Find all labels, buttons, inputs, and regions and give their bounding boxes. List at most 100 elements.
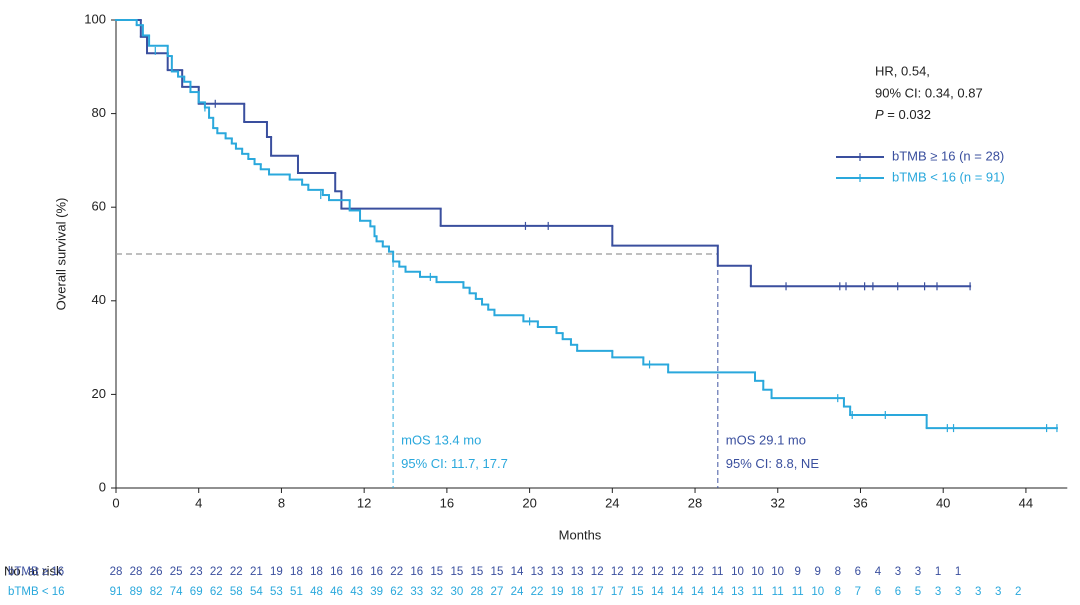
risk-count: 12 [591, 566, 604, 578]
x-tick-label: 20 [522, 495, 536, 510]
risk-count: 26 [150, 566, 163, 578]
risk-count: 53 [270, 586, 283, 598]
risk-count: 16 [370, 566, 383, 578]
y-tick-label: 60 [92, 199, 106, 214]
y-tick-label: 0 [99, 479, 106, 494]
risk-count: 16 [330, 566, 343, 578]
risk-count: 33 [410, 586, 423, 598]
risk-count: 14 [511, 566, 524, 578]
risk-count: 16 [410, 566, 423, 578]
x-tick-label: 36 [853, 495, 867, 510]
risk-count: 17 [591, 586, 604, 598]
risk-count: 22 [230, 566, 243, 578]
risk-count: 18 [290, 566, 303, 578]
risk-count: 12 [631, 566, 644, 578]
x-tick-label: 12 [357, 495, 371, 510]
risk-count: 43 [350, 586, 363, 598]
x-axis-label: Months [559, 527, 602, 542]
risk-count: 91 [110, 586, 123, 598]
risk-count: 30 [450, 586, 463, 598]
risk-count: 1 [935, 566, 941, 578]
risk-count: 39 [370, 586, 383, 598]
risk-count: 9 [815, 566, 821, 578]
risk-count: 14 [651, 586, 664, 598]
risk-count: 32 [430, 586, 443, 598]
x-tick-label: 28 [688, 495, 702, 510]
x-tick-label: 32 [771, 495, 785, 510]
risk-count: 27 [491, 586, 504, 598]
risk-count: 14 [691, 586, 704, 598]
risk-count: 13 [731, 586, 744, 598]
risk-count: 12 [691, 566, 704, 578]
risk-count: 8 [835, 586, 841, 598]
risk-count: 24 [511, 586, 524, 598]
risk-count: 89 [130, 586, 143, 598]
risk-count: 6 [855, 566, 861, 578]
y-tick-label: 20 [92, 386, 106, 401]
legend-label: bTMB < 16 (n = 91) [892, 169, 1005, 184]
risk-count: 15 [491, 566, 504, 578]
risk-count: 15 [450, 566, 463, 578]
risk-count: 74 [170, 586, 183, 598]
risk-count: 14 [671, 586, 684, 598]
risk-count: 54 [250, 586, 263, 598]
risk-count: 11 [752, 586, 764, 598]
x-tick-label: 40 [936, 495, 950, 510]
stat-text: 90% CI: 0.34, 0.87 [875, 85, 983, 100]
stat-text: HR, 0.54, [875, 63, 930, 78]
risk-count: 3 [995, 586, 1001, 598]
risk-title: No. at risk [4, 563, 63, 578]
x-tick-label: 16 [440, 495, 454, 510]
x-tick-label: 0 [112, 495, 119, 510]
risk-count: 3 [955, 586, 961, 598]
legend-label: bTMB ≥ 16 (n = 28) [892, 148, 1004, 163]
y-tick-label: 40 [92, 292, 106, 307]
risk-count: 19 [551, 586, 564, 598]
risk-count: 46 [330, 586, 343, 598]
risk-count: 7 [855, 586, 861, 598]
median-label: mOS 13.4 mo [401, 433, 481, 448]
risk-count: 10 [811, 586, 824, 598]
risk-count: 21 [250, 566, 263, 578]
risk-count: 28 [110, 566, 123, 578]
risk-count: 16 [350, 566, 363, 578]
median-ci: 95% CI: 8.8, NE [726, 456, 820, 471]
y-axis-label: Overall survival (%) [53, 198, 68, 311]
risk-count: 18 [310, 566, 323, 578]
x-tick-label: 44 [1019, 495, 1033, 510]
risk-count: 23 [190, 566, 203, 578]
p-label: P [875, 107, 884, 122]
y-tick-label: 80 [92, 105, 106, 120]
risk-count: 11 [772, 586, 784, 598]
risk-count: 6 [875, 586, 881, 598]
median-label: mOS 29.1 mo [726, 433, 806, 448]
risk-count: 12 [671, 566, 684, 578]
risk-count: 25 [170, 566, 183, 578]
risk-count: 10 [731, 566, 744, 578]
y-tick-label: 100 [84, 11, 106, 26]
risk-count: 11 [792, 586, 804, 598]
risk-count: 15 [471, 566, 484, 578]
risk-count: 13 [531, 566, 544, 578]
risk-count: 11 [712, 566, 724, 578]
x-tick-label: 4 [195, 495, 202, 510]
risk-count: 6 [895, 586, 901, 598]
risk-count: 62 [210, 586, 223, 598]
risk-count: 4 [875, 566, 882, 578]
risk-count: 15 [430, 566, 443, 578]
risk-count: 62 [390, 586, 403, 598]
risk-count: 15 [631, 586, 644, 598]
risk-count: 12 [611, 566, 624, 578]
risk-count: 3 [975, 586, 981, 598]
risk-count: 10 [771, 566, 784, 578]
risk-count: 22 [210, 566, 223, 578]
risk-count: 22 [390, 566, 403, 578]
risk-count: 1 [955, 566, 961, 578]
risk-count: 18 [571, 586, 584, 598]
risk-count: 13 [571, 566, 584, 578]
risk-count: 10 [751, 566, 764, 578]
risk-count: 58 [230, 586, 243, 598]
risk-count: 48 [310, 586, 323, 598]
risk-count: 82 [150, 586, 163, 598]
risk-count: 8 [835, 566, 841, 578]
